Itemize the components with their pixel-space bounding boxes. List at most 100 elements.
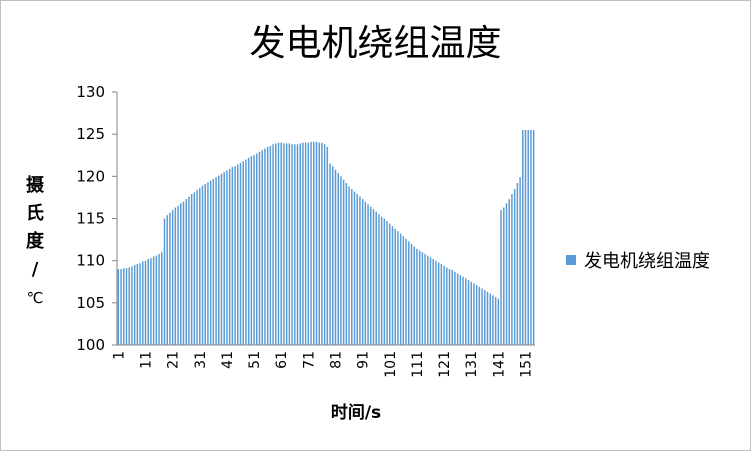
bar — [383, 218, 386, 345]
bar — [405, 238, 407, 345]
bar — [323, 144, 326, 345]
y-axis-label-char-3: 度 — [26, 231, 44, 252]
bar — [413, 246, 415, 345]
legend-label: 发电机绕组温度 — [584, 251, 710, 272]
bar — [253, 155, 255, 345]
bar — [475, 285, 478, 345]
x-tick-label: 151 — [519, 351, 535, 378]
x-tick-label: 81 — [329, 351, 345, 369]
bar — [334, 169, 337, 345]
bar — [519, 177, 521, 345]
bar — [147, 258, 149, 345]
legend: 发电机绕组温度 — [566, 247, 710, 273]
x-tick-label: 61 — [274, 351, 290, 369]
bar — [503, 207, 505, 345]
bar — [133, 264, 136, 345]
y-tick-label: 100 — [76, 336, 105, 354]
y-axis-label-char-1: 摄 — [26, 175, 44, 196]
y-tick-label: 120 — [76, 167, 105, 185]
bar — [212, 178, 215, 345]
bar — [234, 166, 236, 345]
bar — [370, 206, 372, 345]
bar — [266, 146, 269, 345]
bar — [530, 129, 532, 345]
bar — [524, 129, 527, 345]
y-axis-label-unit: ℃ — [26, 289, 44, 307]
bar — [397, 231, 399, 345]
x-tick-label: 91 — [356, 351, 372, 369]
bar — [481, 288, 483, 345]
bar — [180, 203, 182, 345]
bar — [264, 148, 266, 345]
bar — [356, 194, 358, 345]
bar — [204, 183, 206, 345]
bar — [410, 243, 413, 345]
bar — [451, 269, 453, 345]
x-tick-label: 21 — [166, 351, 182, 369]
bar — [155, 255, 158, 345]
bar — [171, 210, 174, 345]
x-tick-label: 41 — [220, 351, 236, 369]
bar — [408, 241, 410, 345]
bar — [237, 164, 239, 345]
bar — [228, 168, 231, 345]
bar — [340, 176, 342, 345]
bar — [196, 189, 198, 345]
bar — [275, 143, 277, 345]
y-tick-label: 105 — [76, 294, 105, 312]
x-tick-label: 111 — [410, 351, 426, 378]
x-tick-label: 31 — [193, 351, 209, 369]
bar — [522, 129, 524, 345]
bar — [123, 268, 125, 345]
bar — [313, 141, 315, 345]
bar — [223, 172, 225, 345]
y-axis-label: 摄 氏 度 / ℃ — [22, 172, 48, 312]
bar — [361, 199, 364, 345]
bar — [372, 209, 375, 345]
bar — [288, 143, 291, 345]
bar — [456, 273, 459, 345]
x-axis-label: 时间/s — [330, 403, 382, 423]
bar — [353, 191, 356, 345]
bar — [307, 142, 310, 345]
x-tick-label: 131 — [464, 351, 480, 378]
bar — [532, 129, 535, 345]
bar — [261, 150, 263, 345]
x-tick-label: 1 — [111, 351, 127, 360]
bar — [144, 260, 147, 345]
x-tick-label: 11 — [139, 351, 155, 369]
bar — [285, 143, 288, 345]
bar — [142, 261, 144, 345]
bar — [277, 142, 280, 345]
x-tick-label: 51 — [247, 351, 263, 369]
bar — [421, 252, 424, 345]
bar — [399, 233, 402, 345]
bar — [256, 153, 258, 345]
chart-title: 发电机绕组温度 — [249, 23, 502, 64]
bar — [231, 167, 234, 345]
x-tick-label: 101 — [383, 351, 399, 378]
bar — [201, 185, 204, 345]
bar — [345, 183, 348, 345]
bar — [418, 250, 421, 345]
bar — [239, 162, 242, 345]
bar — [443, 265, 445, 345]
bar — [291, 144, 293, 345]
bar — [304, 142, 307, 345]
bar — [448, 269, 451, 345]
bar — [139, 263, 141, 345]
bar — [120, 269, 122, 345]
bar — [465, 278, 467, 345]
bars — [117, 129, 535, 345]
bar — [247, 157, 250, 345]
bar — [402, 236, 405, 345]
bar — [435, 260, 437, 345]
bar — [342, 179, 345, 345]
bar — [188, 196, 190, 345]
bar — [497, 298, 500, 345]
bar — [511, 194, 513, 345]
bar — [125, 268, 128, 345]
bar — [454, 271, 456, 345]
bar — [359, 196, 361, 345]
